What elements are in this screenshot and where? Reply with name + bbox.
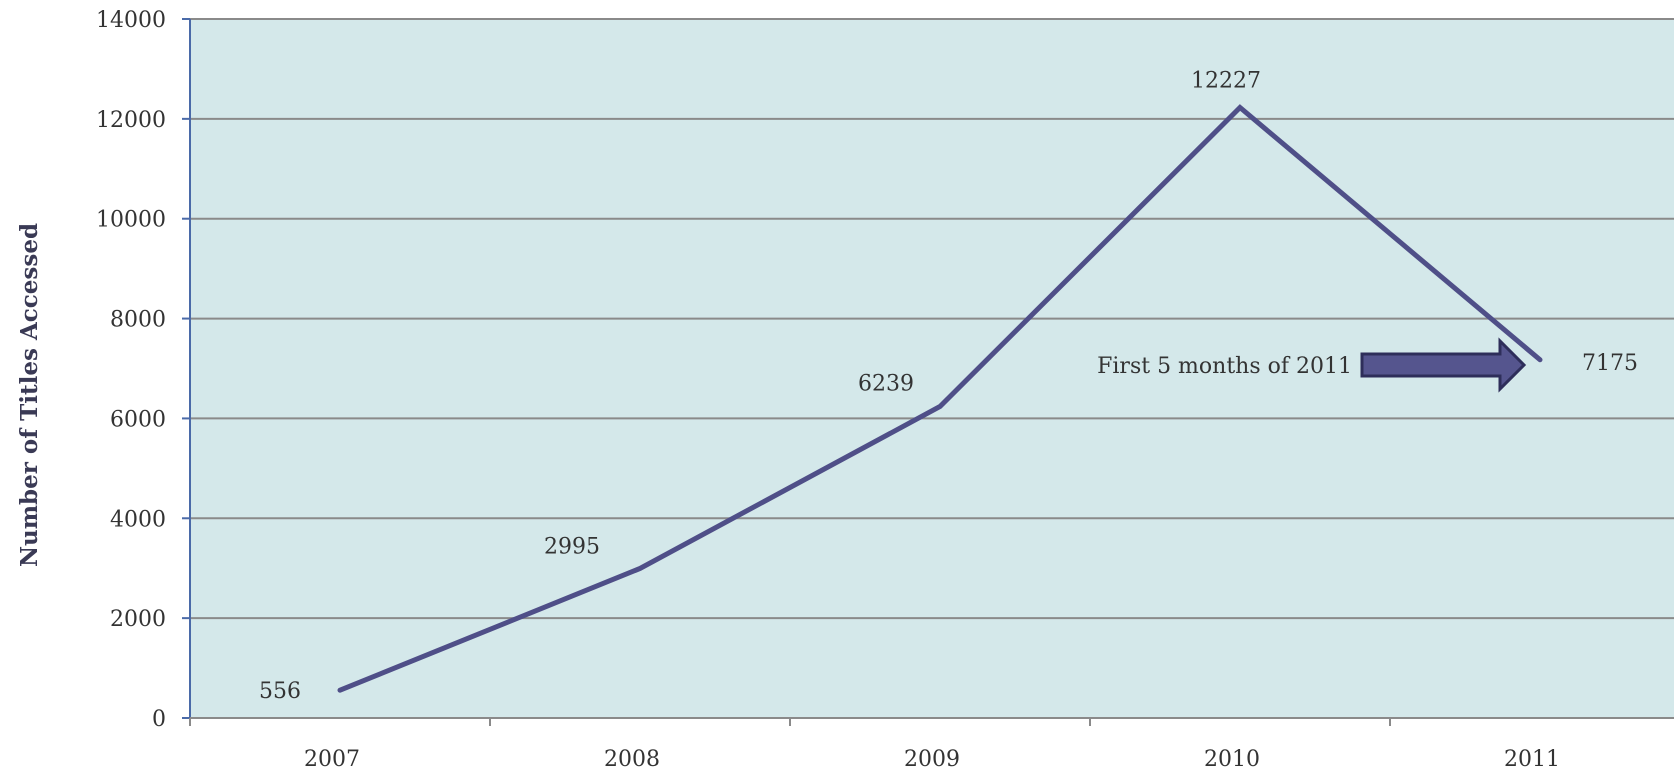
data-label: 556	[259, 679, 301, 704]
data-label: 2995	[544, 534, 600, 559]
y-tick-label: 2000	[110, 607, 166, 632]
annotation-arrow-icon	[1360, 337, 1527, 393]
x-tick-label: 2007	[304, 747, 360, 772]
y-tick-label: 8000	[110, 308, 166, 333]
y-axis-title: Number of Titles Accessed	[16, 223, 43, 567]
axes	[189, 19, 1674, 719]
data-label: 6239	[858, 371, 914, 396]
x-tick-label: 2011	[1504, 747, 1560, 772]
y-tick-label: 0	[152, 707, 166, 732]
data-labels: 556 2995 6239 12227 7175	[259, 69, 1638, 705]
annotation-text: First 5 months of 2011	[1097, 354, 1352, 379]
data-label: 12227	[1191, 69, 1261, 94]
x-tick-label: 2009	[904, 747, 960, 772]
data-label: 7175	[1582, 351, 1638, 376]
series-layer	[337, 104, 1543, 693]
x-tick-label: 2010	[1204, 747, 1260, 772]
x-ticks: 2007 2008 2009 2010 2011	[189, 718, 1560, 772]
y-tick-label: 4000	[110, 507, 166, 532]
y-tick-label: 12000	[96, 108, 166, 133]
x-tick-label: 2008	[604, 747, 660, 772]
gridlines	[190, 18, 1674, 620]
y-ticks: 0 2000 4000 6000 8000 10000 12000 14000	[96, 8, 190, 732]
y-tick-label: 10000	[96, 208, 166, 233]
y-tick-label: 14000	[96, 8, 166, 33]
annotation: First 5 months of 2011	[1097, 337, 1527, 393]
y-tick-label: 6000	[110, 407, 166, 432]
